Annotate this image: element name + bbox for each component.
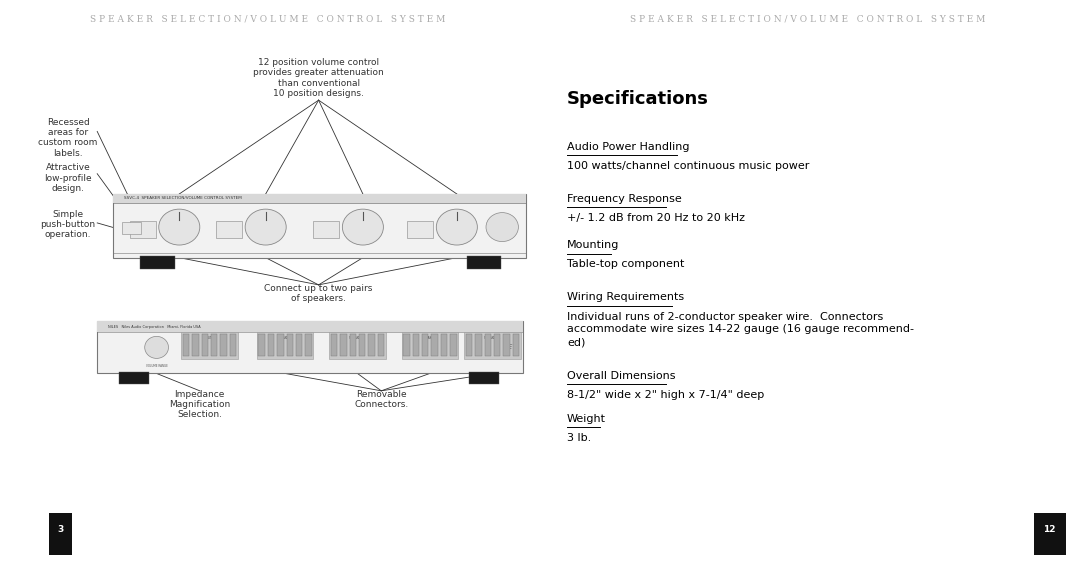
Text: Attractive
low-profile
design.: Attractive low-profile design. xyxy=(44,163,92,193)
Text: SPEAKER 1: SPEAKER 1 xyxy=(276,336,294,340)
Ellipse shape xyxy=(342,209,383,245)
Text: Simple
push-button
operation.: Simple push-button operation. xyxy=(40,210,96,239)
Text: SPEAKER 4: SPEAKER 4 xyxy=(484,336,501,340)
Bar xyxy=(257,332,313,359)
Text: 12 position volume control
provides greater attenuation
than conventional
10 pos: 12 position volume control provides grea… xyxy=(253,58,384,98)
Ellipse shape xyxy=(486,212,518,241)
Bar xyxy=(469,372,499,384)
Bar xyxy=(181,332,238,359)
Text: Connect up to two pairs
of speakers.: Connect up to two pairs of speakers. xyxy=(265,284,373,303)
Text: SPEAKER 2: SPEAKER 2 xyxy=(349,336,366,340)
Text: Table-top component: Table-top component xyxy=(567,259,685,269)
Text: Specifications: Specifications xyxy=(567,90,708,108)
Bar xyxy=(97,321,523,332)
Text: NILES   Niles Audio Corporation   Miami, Florida USA: NILES Niles Audio Corporation Miami, Flo… xyxy=(108,325,201,328)
Bar xyxy=(192,335,199,356)
Text: Audio Power Handling: Audio Power Handling xyxy=(567,142,689,152)
Bar xyxy=(140,256,175,269)
Bar xyxy=(407,221,433,237)
Ellipse shape xyxy=(145,336,168,358)
Bar xyxy=(202,335,208,356)
Text: 3 lb.: 3 lb. xyxy=(567,433,591,443)
Ellipse shape xyxy=(245,209,286,245)
Text: Overall Dimensions: Overall Dimensions xyxy=(567,371,675,380)
Bar xyxy=(450,335,457,356)
Bar xyxy=(441,335,447,356)
Text: Individual runs of 2-conductor speaker wire.  Connectors
accommodate wire sizes : Individual runs of 2-conductor speaker w… xyxy=(567,312,914,347)
Text: VOLUME RANGE: VOLUME RANGE xyxy=(146,364,167,368)
Bar xyxy=(306,335,312,356)
Text: 8-1/2" wide x 2" high x 7-1/4" deep: 8-1/2" wide x 2" high x 7-1/4" deep xyxy=(567,390,765,400)
Text: Impedance
Magnification
Selection.: Impedance Magnification Selection. xyxy=(170,390,230,419)
Text: Frequency Response: Frequency Response xyxy=(567,194,681,204)
Bar xyxy=(475,335,482,356)
Text: Mounting: Mounting xyxy=(567,240,619,250)
Bar xyxy=(485,335,491,356)
Text: +/- 1.2 dB from 20 Hz to 20 kHz: +/- 1.2 dB from 20 Hz to 20 kHz xyxy=(567,213,745,223)
Text: Weight: Weight xyxy=(567,414,606,424)
Bar xyxy=(296,335,302,356)
Ellipse shape xyxy=(436,209,477,245)
Bar xyxy=(220,335,227,356)
Text: SSVC-4  SPEAKER SELECTION/VOLUME CONTROL SYSTEM: SSVC-4 SPEAKER SELECTION/VOLUME CONTROL … xyxy=(124,196,242,200)
Bar xyxy=(359,335,365,356)
Ellipse shape xyxy=(159,209,200,245)
Bar xyxy=(467,256,501,269)
Bar xyxy=(329,332,386,359)
Bar xyxy=(403,335,409,356)
Bar xyxy=(130,221,156,237)
Bar xyxy=(286,335,293,356)
Bar xyxy=(350,335,356,356)
Bar xyxy=(216,221,242,237)
Bar xyxy=(402,332,458,359)
Bar xyxy=(268,335,274,356)
Bar xyxy=(431,335,437,356)
Bar xyxy=(422,335,429,356)
Bar xyxy=(1034,513,1066,555)
Text: CE: CE xyxy=(503,345,513,350)
Bar xyxy=(122,222,141,234)
Text: Recessed
areas for
custom room
labels.: Recessed areas for custom room labels. xyxy=(39,118,97,157)
Bar xyxy=(513,335,519,356)
Bar xyxy=(183,335,189,356)
Bar xyxy=(503,335,510,356)
Bar xyxy=(113,194,526,203)
Bar xyxy=(49,513,72,555)
Text: S P E A K E R   S E L E C T I O N / V O L U M E   C O N T R O L   S Y S T E M: S P E A K E R S E L E C T I O N / V O L … xyxy=(630,14,986,24)
Text: 12: 12 xyxy=(1043,525,1056,534)
Text: 3: 3 xyxy=(57,525,64,534)
Bar xyxy=(230,335,237,356)
Text: INPUT AB: INPUT AB xyxy=(203,336,216,340)
Text: S P E A K E R   S E L E C T I O N / V O L U M E   C O N T R O L   S Y S T E M: S P E A K E R S E L E C T I O N / V O L … xyxy=(90,14,446,24)
Bar xyxy=(368,335,375,356)
Bar xyxy=(119,372,149,384)
Bar xyxy=(413,335,419,356)
Bar xyxy=(278,335,284,356)
Bar xyxy=(258,335,265,356)
Bar xyxy=(340,335,347,356)
Text: SPEAKER 3: SPEAKER 3 xyxy=(421,336,438,340)
Text: 100 watts/channel continuous music power: 100 watts/channel continuous music power xyxy=(567,161,809,171)
Bar xyxy=(313,221,339,237)
Bar xyxy=(330,335,337,356)
Text: Wiring Requirements: Wiring Requirements xyxy=(567,292,684,302)
Bar xyxy=(378,335,384,356)
FancyBboxPatch shape xyxy=(113,194,526,258)
Bar xyxy=(494,335,500,356)
Text: Removable
Connectors.: Removable Connectors. xyxy=(354,390,408,409)
Bar xyxy=(465,335,472,356)
Bar xyxy=(211,335,217,356)
FancyBboxPatch shape xyxy=(97,321,523,373)
Bar xyxy=(464,332,521,359)
